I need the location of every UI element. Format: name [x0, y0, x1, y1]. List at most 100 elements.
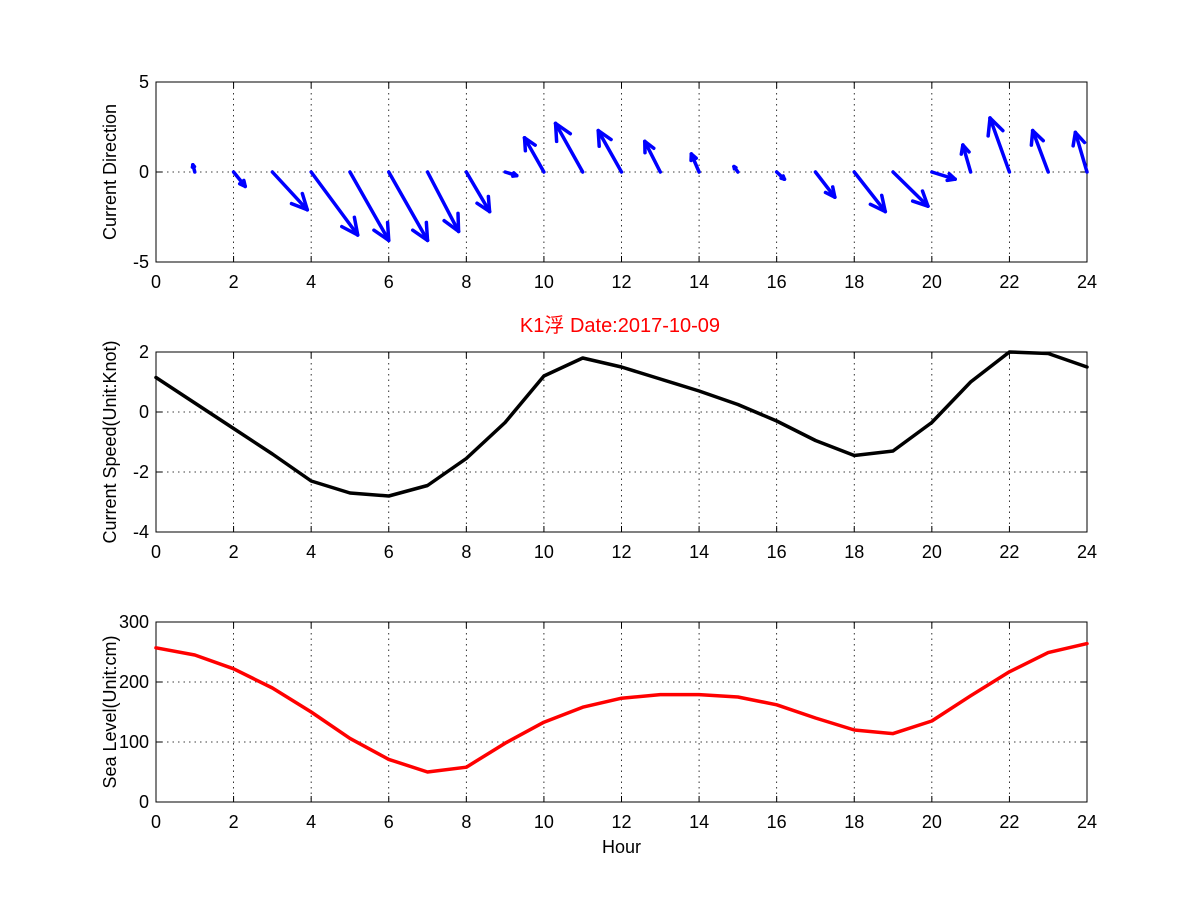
- y-tick-label: -5: [133, 252, 149, 272]
- x-tick-label: 20: [922, 812, 942, 832]
- current-arrow: [813, 170, 837, 199]
- arrow-shaft: [270, 170, 310, 212]
- arrow-head: [947, 171, 957, 181]
- y-tick-label: 0: [139, 792, 149, 812]
- arrow-head: [340, 224, 360, 237]
- data-point: [620, 365, 623, 369]
- data-point: [1008, 350, 1011, 354]
- current-arrow: [190, 163, 197, 174]
- arrow-shaft: [596, 128, 624, 174]
- arrow-head: [1030, 128, 1045, 143]
- data-point: [1085, 642, 1089, 645]
- data-point: [891, 732, 895, 735]
- x-tick-label: 22: [999, 272, 1019, 292]
- arrow-head: [920, 189, 930, 208]
- current-arrow: [425, 170, 461, 234]
- data-point: [387, 494, 391, 498]
- x-tick-label: 18: [844, 812, 864, 832]
- arrow-shaft: [1030, 128, 1050, 174]
- x-tick-label: 22: [999, 812, 1019, 832]
- arrow-head: [242, 178, 247, 189]
- y-tick-label: -2: [133, 462, 149, 482]
- arrow-head: [475, 201, 492, 214]
- current-arrow: [1029, 128, 1050, 174]
- arrow-head: [1071, 130, 1078, 148]
- arrow-head: [910, 199, 930, 208]
- arrow-head: [830, 185, 837, 199]
- data-point: [309, 479, 313, 483]
- x-tick-label: 8: [461, 272, 471, 292]
- x-tick-label: 4: [306, 812, 316, 832]
- x-tick-label: 16: [767, 812, 787, 832]
- x-tick-label: 18: [844, 272, 864, 292]
- arrow-head: [781, 174, 787, 181]
- data-point: [852, 454, 856, 457]
- data-point: [464, 765, 468, 769]
- data-point: [154, 376, 158, 379]
- data-point: [581, 705, 585, 709]
- arrow-head: [988, 116, 1005, 133]
- arrow-shaft: [961, 143, 973, 174]
- y-axis-label: Current Direction: [100, 104, 120, 240]
- arrow-shaft: [553, 121, 585, 174]
- y-axis-label: Current Speed(Unit:Knot): [100, 340, 120, 543]
- data-point: [697, 389, 701, 393]
- current-arrow: [231, 170, 247, 189]
- arrow-shaft: [852, 170, 888, 214]
- current-arrow: [503, 170, 519, 178]
- x-tick-label: 2: [229, 272, 239, 292]
- arrow-head: [868, 202, 888, 214]
- arrow-shaft: [930, 170, 957, 181]
- current-arrow: [959, 143, 973, 174]
- x-tick-label: 14: [689, 812, 709, 832]
- y-tick-label: 0: [139, 402, 149, 422]
- arrow-head: [442, 218, 461, 234]
- arrow-head: [553, 121, 559, 144]
- arrow-shaft: [348, 170, 391, 243]
- data-point: [309, 710, 313, 714]
- arrow-shaft: [988, 116, 1012, 174]
- x-tick-label: 10: [534, 542, 554, 562]
- arrow-head: [986, 116, 992, 138]
- x-tick-label: 24: [1077, 272, 1097, 292]
- data-point: [775, 419, 779, 423]
- arrow-shaft: [309, 170, 360, 237]
- arrow-shaft: [643, 139, 663, 174]
- data-point: [852, 728, 856, 732]
- data-point: [270, 686, 274, 690]
- x-axis-label: Hour: [602, 837, 641, 857]
- y-tick-label: 5: [139, 72, 149, 92]
- data-point: [930, 421, 934, 424]
- x-tick-label: 0: [151, 542, 161, 562]
- arrow-head: [596, 128, 613, 142]
- data-point: [969, 694, 973, 698]
- data-point: [542, 720, 546, 724]
- arrow-head: [522, 136, 528, 153]
- x-tick-label: 8: [461, 812, 471, 832]
- x-tick-label: 20: [922, 542, 942, 562]
- y-axis-label: Sea Level(Unit:cm): [100, 635, 120, 788]
- current-arrow: [930, 170, 957, 183]
- data-point: [1046, 352, 1050, 355]
- arrow-head: [300, 191, 310, 212]
- data-point: [542, 374, 546, 378]
- x-tick-label: 4: [306, 542, 316, 562]
- y-tick-label: 200: [119, 672, 149, 692]
- y-tick-label: -4: [133, 522, 149, 542]
- arrow-head: [456, 211, 461, 234]
- data-point: [232, 427, 235, 430]
- arrow-head: [596, 128, 601, 148]
- arrow-shaft: [1073, 130, 1089, 174]
- data-point: [814, 439, 817, 442]
- arrow-shaft: [387, 170, 430, 243]
- data-point: [193, 401, 197, 405]
- y-tick-label: 100: [119, 732, 149, 752]
- arrow-shaft: [464, 170, 492, 214]
- x-tick-label: 14: [689, 272, 709, 292]
- x-tick-label: 0: [151, 812, 161, 832]
- x-tick-label: 12: [611, 272, 631, 292]
- arrow-head: [410, 228, 430, 243]
- arrow-shaft: [522, 136, 546, 174]
